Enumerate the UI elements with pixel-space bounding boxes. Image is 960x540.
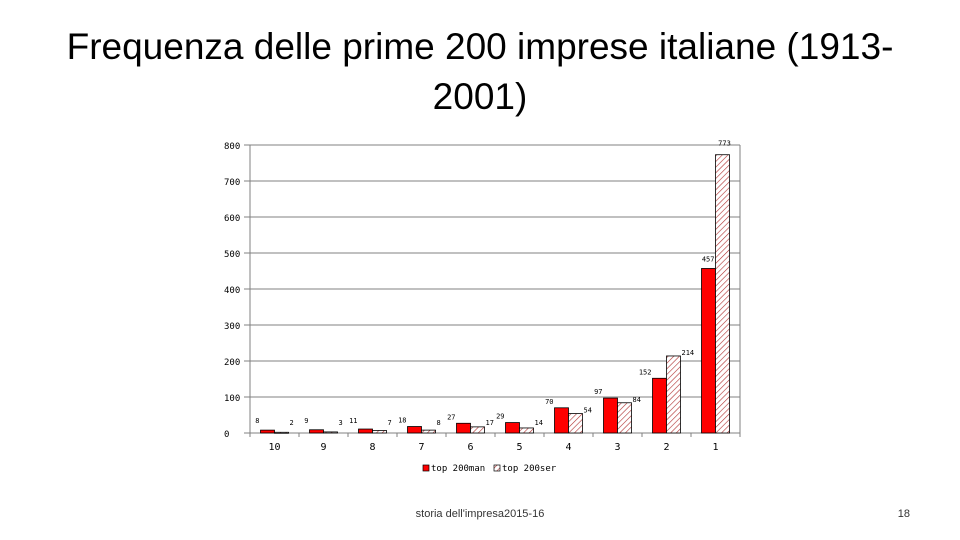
bar-top200ser (372, 430, 387, 434)
bar-top200ser (519, 427, 534, 434)
y-tick-label: 100 (224, 394, 240, 404)
bar-top200ser (666, 355, 681, 434)
data-label: 457 (702, 255, 715, 263)
bar-top200man (456, 422, 471, 434)
bar-top200man (701, 268, 716, 434)
data-label: 54 (584, 407, 592, 415)
slide-title-line-2: 2001) (432, 76, 528, 117)
legend-label: top 200ser (502, 464, 557, 474)
data-label: 84 (633, 396, 641, 404)
x-tick-label: 8 (369, 442, 375, 453)
bar-top200man (260, 429, 275, 434)
x-tick-label: 6 (467, 442, 473, 453)
y-tick-label: 200 (224, 358, 240, 368)
x-tick-label: 10 (268, 442, 280, 453)
bar-top200man (505, 422, 520, 434)
data-label: 97 (594, 388, 602, 396)
bar-top200ser (470, 426, 485, 434)
data-label: 2 (290, 419, 294, 427)
data-label: 7 (388, 419, 392, 427)
y-tick-label: 400 (224, 286, 240, 296)
y-tick-label: 300 (224, 322, 240, 332)
page-number: 18 (897, 508, 910, 520)
legend-label: top 200man (431, 464, 485, 474)
data-label: 3 (339, 419, 343, 427)
data-label: 8 (437, 419, 441, 427)
bar-top200man (309, 429, 324, 434)
legend-swatch (422, 464, 430, 472)
slide-footer: storia dell'impresa2015-16 (415, 508, 545, 520)
x-tick-label: 7 (418, 442, 424, 453)
data-label: 8 (255, 417, 259, 425)
x-tick-label: 5 (516, 442, 522, 453)
data-label: 214 (682, 349, 695, 357)
slide-title-line-1: Frequenza delle prime 200 imprese italia… (66, 26, 894, 67)
data-label: 773 (718, 140, 731, 148)
slide-title: Frequenza delle prime 200 imprese italia… (40, 22, 920, 122)
x-tick-label: 9 (320, 442, 326, 453)
bar-top200man (358, 428, 373, 434)
y-tick-label: 800 (224, 142, 240, 152)
x-tick-label: 2 (663, 442, 669, 453)
bar-top200man (603, 397, 618, 434)
bar-top200ser (715, 154, 730, 434)
bar-top200ser (568, 413, 583, 434)
bar-top200man (554, 407, 569, 434)
data-label: 11 (349, 417, 357, 425)
data-label: 29 (496, 413, 504, 421)
y-tick-label: 600 (224, 214, 240, 224)
bar-top200ser (421, 429, 436, 434)
bar-top200ser (323, 431, 338, 434)
y-tick-label: 0 (224, 430, 229, 440)
bar-top200man (652, 377, 667, 434)
data-label: 70 (545, 398, 553, 406)
x-tick-label: 3 (614, 442, 620, 453)
data-label: 27 (447, 413, 455, 421)
x-tick-label: 4 (565, 442, 571, 453)
x-tick-label: 1 (712, 442, 718, 453)
data-label: 152 (639, 368, 652, 376)
data-label: 18 (398, 417, 406, 425)
y-tick-label: 700 (224, 178, 240, 188)
data-label: 14 (535, 419, 543, 427)
legend-swatch (493, 464, 501, 472)
bar-top200ser (617, 402, 632, 434)
data-label: 17 (486, 419, 494, 427)
bar-top200man (407, 426, 422, 434)
data-label: 9 (304, 417, 308, 425)
bar-top200ser (274, 431, 289, 434)
y-tick-label: 500 (224, 250, 240, 260)
